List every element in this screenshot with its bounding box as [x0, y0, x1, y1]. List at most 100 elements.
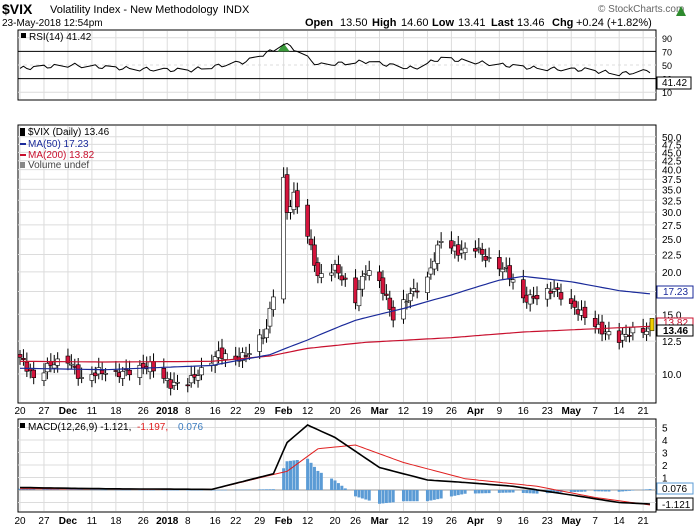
macd-histogram-bar — [117, 489, 121, 491]
macd-tick-label: 3 — [662, 449, 668, 460]
x-axis-tick-label: May — [562, 406, 582, 417]
macd-histogram-bar — [552, 490, 556, 493]
candle-body — [425, 276, 430, 293]
candle-body — [295, 190, 300, 208]
change-up-triangle-icon — [676, 6, 686, 16]
macd-histogram-bar — [412, 490, 416, 502]
x-axis-tick-label: 21 — [638, 516, 650, 527]
macd-histogram-bar — [525, 490, 529, 494]
hist-callout-box — [656, 482, 694, 495]
macd-histogram-bar — [627, 490, 631, 491]
candle-body — [127, 369, 132, 376]
macd-tick-label: 2 — [662, 461, 668, 472]
x-axis-tick-label: 16 — [518, 516, 530, 527]
macd-histogram-bar — [56, 489, 60, 490]
rsi-callout-box — [656, 76, 692, 90]
candle-body — [199, 367, 204, 376]
candle-body — [223, 353, 228, 360]
timestamp: 23-May-2018 12:54pm — [2, 18, 103, 29]
candle-body — [527, 294, 533, 305]
symbol: $VIX — [2, 1, 33, 17]
macd-histogram-bar — [52, 489, 56, 490]
x-axis-tick-label: Dec — [59, 516, 78, 527]
candle-body — [137, 364, 143, 378]
price-tick-label: 27.5 — [662, 221, 682, 232]
candle-body — [79, 377, 84, 379]
hist-callout-text: 0.076 — [662, 484, 687, 495]
macd-histogram-bar — [439, 490, 443, 499]
macd-histogram-bar — [477, 490, 481, 494]
exchange: INDX — [223, 4, 250, 16]
candle-body — [151, 361, 156, 372]
candle-body — [342, 277, 348, 280]
macd-histogram-bar — [241, 489, 245, 491]
price-tick-label: 40.0 — [662, 166, 682, 177]
macd-histogram-bar — [114, 489, 118, 491]
macd-histogram-bar — [528, 490, 532, 494]
macd-histogram-bar — [532, 490, 536, 494]
last-label: Last — [491, 17, 514, 29]
candle-body — [243, 355, 249, 357]
price-tick-label: 12.5 — [662, 337, 682, 348]
hist-legend-text: 0.076 — [178, 422, 203, 433]
macd-histogram-bar — [45, 489, 49, 490]
rsi-callout-text: 41.42 — [662, 78, 687, 89]
ma200-callout-text: 13.82 — [663, 318, 688, 329]
macd-histogram-bar — [484, 490, 488, 494]
watermark: © StockCharts.com — [598, 4, 684, 15]
macd-histogram-bar — [449, 490, 453, 497]
x-axis-tick-label: 26 — [446, 516, 458, 527]
x-axis-tick-label: 7 — [592, 516, 598, 527]
x-axis-tick-label: 12 — [302, 406, 314, 417]
candle-body — [99, 370, 105, 374]
macd-histogram-bar — [145, 489, 149, 491]
x-axis-tick-label: 11 — [87, 516, 98, 527]
candle-body — [120, 371, 126, 379]
macd-tick-label: 5 — [662, 424, 668, 435]
candle-body — [380, 277, 386, 294]
macd-histogram-bar — [354, 490, 358, 497]
macd-histogram-bar — [268, 489, 272, 490]
macd-histogram-bar — [360, 490, 364, 499]
macd-histogram-bar — [25, 488, 29, 490]
price-tick-label: 25.0 — [662, 235, 682, 246]
macd-histogram-bar — [631, 490, 635, 491]
rsi-tick-label: 70 — [662, 47, 672, 57]
candle-body — [247, 353, 252, 355]
x-axis-tick-label: 16 — [518, 406, 530, 417]
candle-body — [521, 279, 526, 299]
ma50-callout-text: 17.23 — [663, 287, 688, 298]
candle-body — [336, 264, 341, 274]
last-price-callout-text: 13.46 — [663, 326, 688, 337]
volume-legend-swatch — [20, 162, 25, 168]
x-axis-tick-label: 20 — [329, 516, 341, 527]
macd-histogram-bar — [641, 489, 645, 491]
macd-histogram-bar — [391, 490, 395, 503]
macd-histogram-bar — [367, 490, 371, 501]
x-axis-tick-label: 27 — [38, 516, 50, 527]
price-tick-label: 37.5 — [662, 175, 682, 186]
candle-body — [435, 244, 441, 264]
candle-body — [644, 331, 649, 335]
candle-body — [438, 241, 444, 243]
price-value-callouts: 17.23 13.82 13.46 — [656, 285, 694, 337]
x-axis-tick-label: 23 — [542, 516, 554, 527]
rsi-legend-swatch — [21, 33, 26, 38]
macd-histogram-bar — [432, 490, 436, 500]
candle-body — [264, 328, 269, 339]
macd-layer — [18, 424, 652, 506]
macd-histogram-bar — [32, 488, 36, 490]
macd-histogram-bar — [648, 489, 652, 490]
macd-histogram-bar — [121, 489, 125, 491]
x-axis-tick-label: 26 — [138, 516, 150, 527]
macd-histogram-bar — [169, 489, 173, 491]
macd-histogram-bar — [176, 489, 179, 491]
candle-body — [431, 260, 437, 270]
x-axis-tick-label: 26 — [350, 516, 362, 527]
macd-histogram-bar — [18, 488, 22, 490]
macd-histogram-bar — [100, 489, 104, 491]
macd-histogram-bar — [104, 489, 108, 491]
macd-histogram-bar — [487, 490, 491, 494]
macd-legend-text: MACD(12,26,9) -1.121, — [28, 422, 131, 433]
